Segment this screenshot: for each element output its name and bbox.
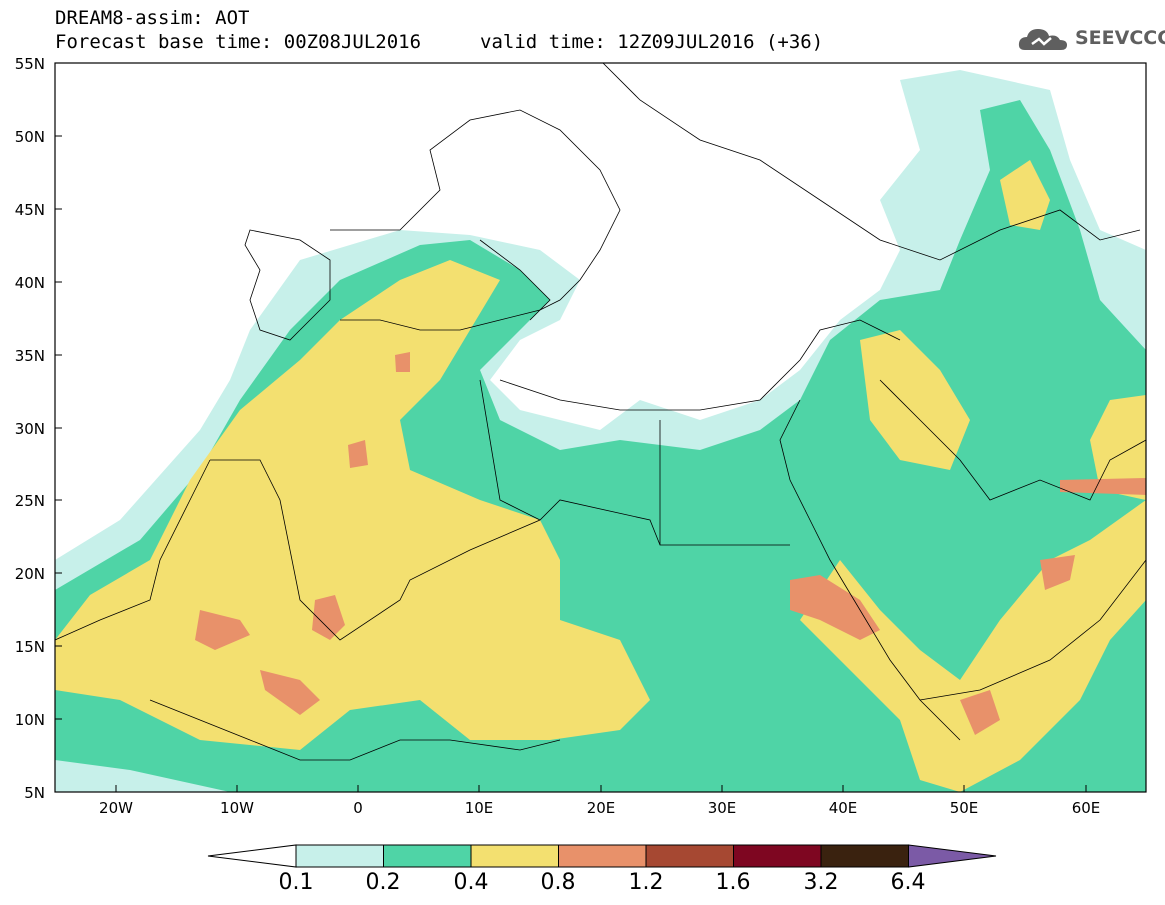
aot-contour-0.8: [348, 440, 368, 468]
axis-ticks: [55, 62, 1087, 792]
lat-label: 55N: [14, 55, 45, 73]
colorbar-low-extend: [207, 844, 297, 868]
aot-contour-0.8: [1040, 555, 1075, 590]
colorbar-label: 0.8: [540, 870, 576, 895]
lon-label: 40E: [828, 799, 858, 817]
seevccc-logo: SEEVCCC: [1017, 24, 1165, 54]
colorbar-swatch-5: [733, 844, 822, 868]
lat-label: 45N: [14, 201, 45, 219]
lat-label: 35N: [14, 347, 45, 365]
colorbar-swatch-2: [470, 844, 559, 868]
lat-label: 40N: [14, 274, 45, 292]
aot-contour-0.4: [1090, 395, 1146, 500]
colorbar-label: 3.2: [803, 870, 839, 895]
valid-time: valid time: 12Z09JUL2016 (+36): [480, 31, 824, 53]
lat-label: 15N: [14, 638, 45, 656]
colorbar-swatch-1: [383, 844, 472, 868]
aot-contour-0.8: [195, 610, 250, 650]
colorbar-swatch-4: [645, 844, 734, 868]
cloud-icon: [1018, 29, 1067, 50]
colorbar-label: 0.4: [453, 870, 489, 895]
lon-label: 60E: [1071, 799, 1101, 817]
aot-contour-0.8: [395, 352, 410, 372]
aot-contour-0.4: [1000, 160, 1050, 230]
aot-contour-0.4: [860, 330, 970, 470]
lon-label: 10W: [220, 799, 254, 817]
aot-contour-0.8: [790, 575, 880, 640]
coastlines: [55, 63, 1146, 761]
lon-label: 0: [353, 799, 363, 817]
aot-contour-0.8: [960, 690, 1000, 735]
colorbar-label: 1.2: [628, 870, 664, 895]
lon-label: 20E: [586, 799, 616, 817]
lat-label: 30N: [14, 420, 45, 438]
colorbar-label: 6.4: [890, 870, 926, 895]
colorbar-swatch-0: [295, 844, 384, 868]
colorbar-label: 0.1: [278, 870, 314, 895]
lat-label: 20N: [14, 565, 45, 583]
aot-fields: [55, 63, 1146, 792]
aot-contour-0.8: [1060, 478, 1146, 495]
lat-label: 10N: [14, 711, 45, 729]
lon-label: 50E: [949, 799, 979, 817]
forecast-base-time: Forecast base time: 00Z08JUL2016: [55, 31, 422, 53]
colorbar-label: 0.2: [365, 870, 401, 895]
lat-label: 50N: [14, 128, 45, 146]
lon-label: 10E: [464, 799, 494, 817]
colorbar-label: 1.6: [715, 870, 751, 895]
aot-contour-0.8: [312, 595, 345, 640]
colorbar: [207, 844, 997, 868]
map-title: DREAM8-assim: AOT: [55, 7, 250, 29]
lat-label: 5N: [24, 784, 45, 802]
logo-text: SEEVCCC: [1075, 27, 1165, 49]
colorbar-swatch-3: [558, 844, 647, 868]
aot-contour-0.8: [260, 670, 320, 715]
colorbar-swatch-6: [820, 844, 909, 868]
lon-label: 20W: [99, 799, 133, 817]
lon-label: 30E: [707, 799, 737, 817]
colorbar-high-extend: [908, 844, 997, 868]
lat-label: 25N: [14, 492, 45, 510]
